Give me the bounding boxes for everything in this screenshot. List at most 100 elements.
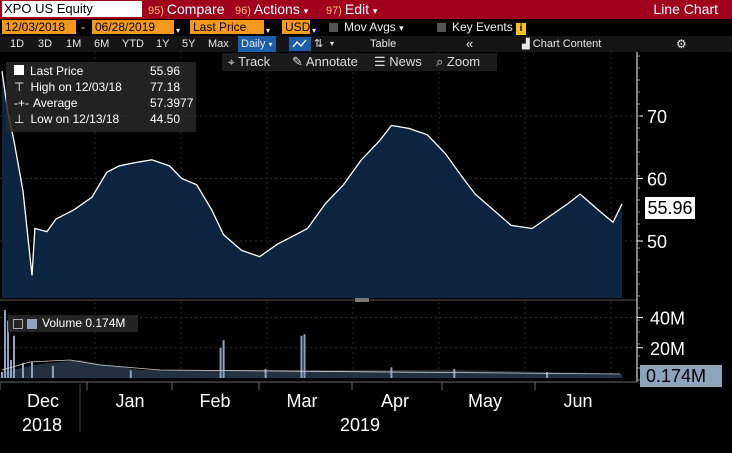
month-label: May	[468, 391, 502, 411]
pencil-icon: ✎	[292, 54, 303, 69]
table-button[interactable]: Table	[370, 38, 397, 50]
chart-canvas[interactable]: 50 60 70 20M 40M Dec Jan Feb Mar Apr May Jun 2018 201…	[0, 52, 732, 453]
volume-bar	[13, 335, 15, 378]
period-5y[interactable]: 5Y	[182, 38, 196, 50]
legend-low: ⊥ Low on 12/13/18	[14, 112, 120, 126]
volume-bar	[453, 368, 456, 378]
frequency-select[interactable]: Daily ▾	[238, 36, 276, 52]
period-bar	[0, 36, 732, 52]
start-date-field[interactable]: 12/03/2018	[2, 20, 76, 34]
volume-bar	[300, 335, 303, 378]
volume-bar	[4, 310, 6, 378]
panel-resize-handle[interactable]	[355, 298, 369, 302]
period-ytd[interactable]: YTD	[122, 38, 144, 50]
volume-bar	[10, 359, 12, 378]
line-style-icon[interactable]	[289, 37, 311, 51]
chart-content-button[interactable]: ▟ Chart Content	[522, 38, 602, 50]
volume-bar	[7, 320, 9, 378]
volume-tag: 0.174M	[640, 365, 722, 387]
crosshair-icon: ⌖	[228, 55, 235, 69]
price-tick-label: 70	[647, 107, 667, 127]
top-bar	[0, 0, 732, 19]
volume-tick-label: 20M	[650, 339, 685, 359]
volume-bar	[22, 362, 24, 378]
annotate-tool[interactable]: ✎ Annotate	[292, 54, 358, 69]
legend-low-value: 44.50	[150, 112, 181, 126]
period-1m[interactable]: 1M	[66, 38, 82, 50]
month-label: Feb	[199, 391, 230, 411]
currency-select[interactable]: USD	[282, 20, 310, 34]
month-label: Apr	[381, 391, 409, 411]
mov-avgs-checkbox[interactable]	[329, 23, 338, 33]
month-label: Mar	[287, 391, 318, 411]
legend-average-value: 57.3977	[150, 96, 194, 110]
key-events-checkbox[interactable]	[437, 23, 446, 33]
price-line	[1, 71, 623, 276]
legend-last-price: Last Price	[14, 64, 83, 79]
average-marker-icon: -+-	[14, 96, 29, 110]
month-label: Jun	[563, 391, 592, 411]
volume-legend: Volume 0.174M	[8, 315, 138, 332]
price-tick-label: 50	[647, 232, 667, 252]
volume-average-line	[1, 359, 621, 375]
period-max[interactable]: Max	[208, 38, 229, 50]
actions-button[interactable]: 96) Actions ▾	[235, 1, 309, 17]
price-tick-label: 60	[647, 170, 667, 190]
period-3d[interactable]: 3D	[38, 38, 53, 50]
ticker-field[interactable]: XPO US Equity	[2, 1, 142, 17]
collapse-icon[interactable]: «	[466, 36, 474, 51]
volume-bar	[303, 334, 306, 378]
expand-icon[interactable]	[13, 318, 23, 329]
bar-style-icon[interactable]: ⇅	[314, 38, 324, 50]
zoom-tool[interactable]: ⌕ Zoom	[436, 54, 481, 69]
volume-bar	[31, 361, 33, 378]
magnifier-icon: ⌕	[436, 54, 444, 69]
volume-average-area	[2, 360, 622, 378]
edit-button[interactable]: 97) Edit ▾	[326, 1, 378, 17]
list-icon: ☰	[374, 54, 386, 69]
compare-button[interactable]: 95) Compare	[148, 1, 225, 17]
chart-toolbar	[222, 53, 497, 71]
field-dropdown-icon[interactable]: ▾	[264, 20, 275, 35]
month-label: Dec	[27, 391, 59, 411]
high-marker-icon: ⊤	[14, 80, 25, 94]
low-marker-icon: ⊥	[14, 112, 25, 126]
white-square-icon	[14, 65, 24, 75]
legend-average: -+- Average	[14, 96, 78, 110]
year-label: 2018	[22, 415, 62, 435]
key-events-toggle[interactable]: Key Events i	[437, 19, 527, 35]
price-area	[2, 71, 622, 298]
legend-high: ⊤ High on 12/03/18	[14, 80, 122, 94]
volume-tick-label: 40M	[650, 309, 685, 329]
news-tool[interactable]: ☰ News	[374, 54, 422, 69]
period-1d[interactable]: 1D	[10, 38, 25, 50]
mov-avgs-toggle[interactable]: Mov Avgs ▾	[329, 19, 404, 36]
volume-bar	[222, 340, 225, 378]
volume-color-swatch	[27, 318, 37, 329]
end-date-field[interactable]: 06/28/2019	[92, 20, 174, 34]
volume-bar	[219, 347, 222, 378]
track-tool[interactable]: ⌖ Track	[228, 54, 271, 69]
chart-content-icon: ▟	[522, 39, 530, 50]
volume-bar	[390, 367, 393, 378]
field-select[interactable]: Last Price	[190, 20, 264, 34]
currency-dropdown-icon[interactable]: ▾	[310, 20, 321, 35]
volume-bar	[51, 365, 54, 378]
volume-bar	[1, 372, 3, 378]
legend-high-value: 77.18	[150, 80, 181, 94]
year-label: 2019	[340, 415, 380, 435]
date-separator: -	[81, 20, 85, 34]
last-price-tag: 55.96	[645, 197, 695, 219]
settings-gear-icon[interactable]: ⚙	[676, 37, 687, 51]
info-icon: i	[516, 23, 527, 35]
volume-bar	[546, 372, 549, 378]
price-legend	[6, 62, 196, 132]
period-1y[interactable]: 1Y	[156, 38, 170, 50]
chart-name-label: Line Chart	[653, 1, 718, 17]
style-dropdown-icon[interactable]: ▾	[330, 39, 335, 48]
legend-last-value: 55.96	[150, 64, 181, 78]
period-6m[interactable]: 6M	[94, 38, 110, 50]
volume-bar	[264, 368, 267, 378]
calendar-dropdown-icon[interactable]: ▾	[174, 20, 185, 35]
month-label: Jan	[115, 391, 144, 411]
